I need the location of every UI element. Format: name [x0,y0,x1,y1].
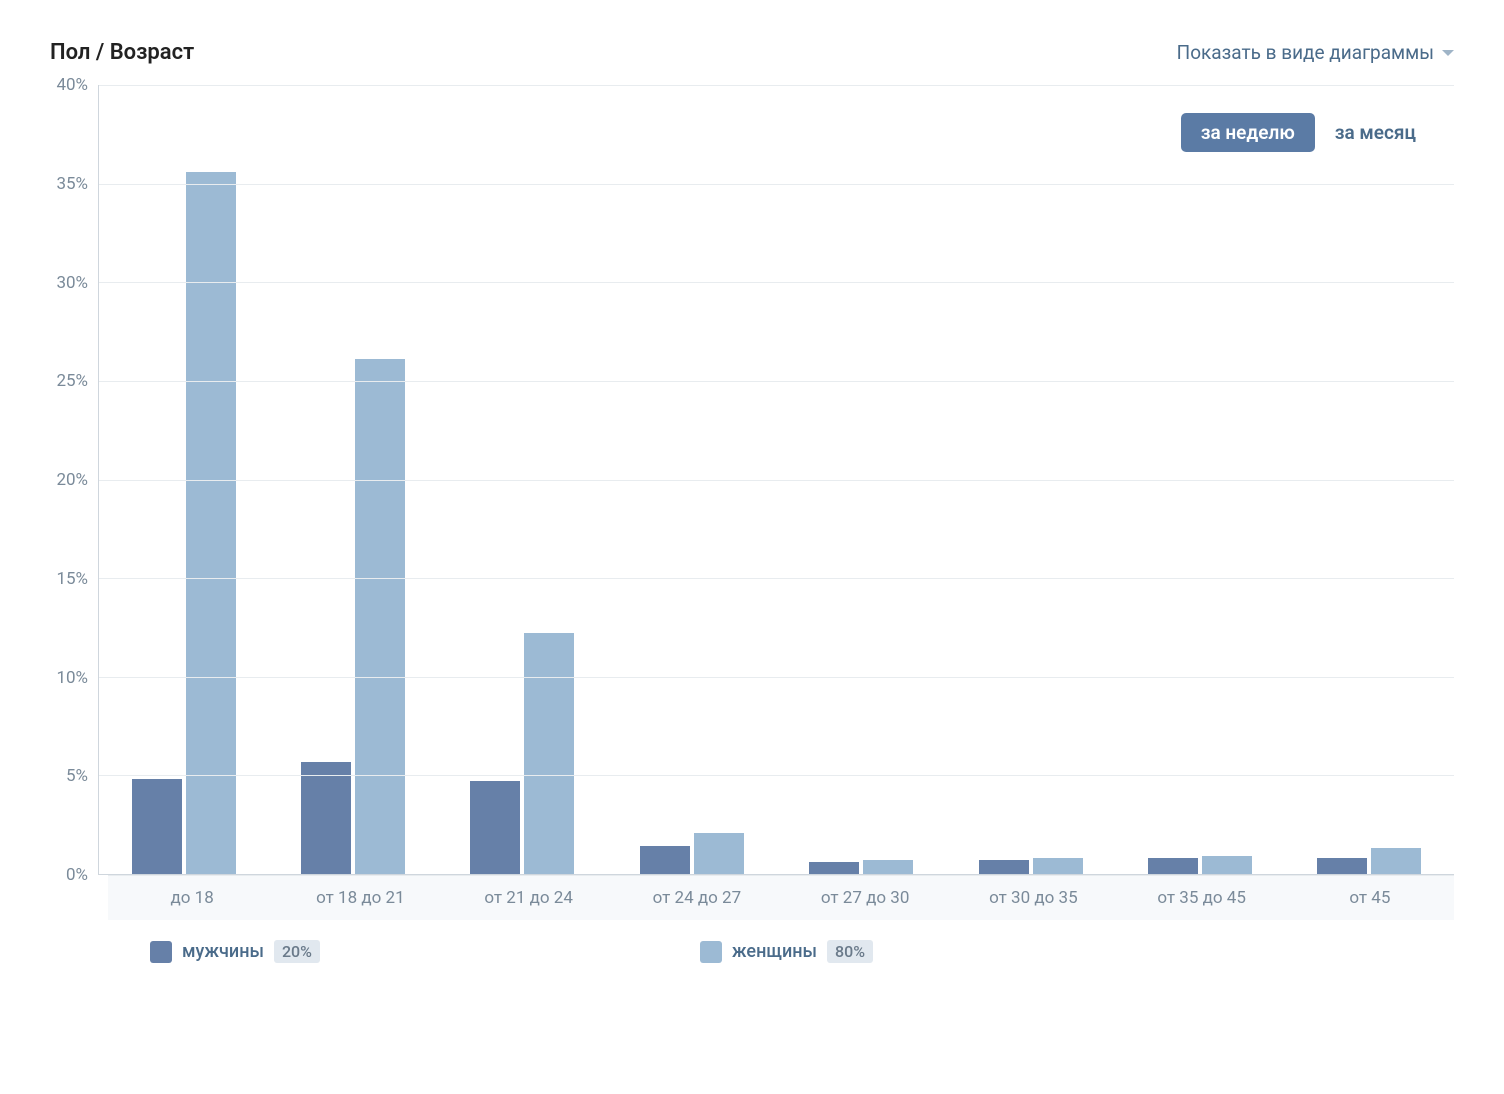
gridline [99,775,1454,776]
x-axis: до 18от 18 до 21от 21 до 24от 24 до 27от… [108,875,1454,920]
plot-area [98,85,1454,875]
bar[interactable] [355,359,405,874]
x-tick-label: от 35 до 45 [1118,876,1286,920]
x-tick-label: от 27 до 30 [781,876,949,920]
view-mode-toggle[interactable]: Показать в виде диаграммы [1177,41,1454,64]
bar[interactable] [694,833,744,874]
bar[interactable] [301,762,351,874]
bar[interactable] [1202,856,1252,874]
legend-badge-female: 80% [827,940,873,963]
bar[interactable] [132,779,182,874]
legend-item-male[interactable]: мужчины 20% [150,940,320,963]
legend-item-female[interactable]: женщины 80% [700,940,873,963]
legend-swatch-male [150,941,172,963]
tab-month[interactable]: за месяц [1315,113,1436,152]
tab-week[interactable]: за неделю [1181,113,1315,152]
period-tabs: за неделю за месяц [1181,113,1436,152]
gridline [99,282,1454,283]
bar[interactable] [1371,848,1421,874]
x-tick-label: до 18 [108,876,276,920]
view-mode-label: Показать в виде диаграммы [1177,41,1434,64]
legend: мужчины 20% женщины 80% [150,940,1454,963]
bar[interactable] [1033,858,1083,874]
bar[interactable] [470,781,520,874]
gridline [99,578,1454,579]
x-tick-label: от 30 до 35 [949,876,1117,920]
legend-swatch-female [700,941,722,963]
chart-title: Пол / Возраст [50,40,194,65]
x-tick-label: от 21 до 24 [445,876,613,920]
bar[interactable] [640,846,690,874]
bar[interactable] [1148,858,1198,874]
bar[interactable] [186,172,236,874]
bar[interactable] [979,860,1029,874]
bar[interactable] [1317,858,1367,874]
gridline [99,480,1454,481]
chevron-down-icon [1442,50,1454,56]
legend-label-female: женщины [732,941,817,962]
bar[interactable] [524,633,574,874]
legend-badge-male: 20% [274,940,320,963]
gridline [99,677,1454,678]
gridline [99,184,1454,185]
gridline [99,381,1454,382]
gridline [99,85,1454,86]
chart-container: за неделю за месяц 40%35%30%25%20%15%10%… [50,85,1454,963]
x-tick-label: от 18 до 21 [276,876,444,920]
bar[interactable] [809,862,859,874]
bar[interactable] [863,860,913,874]
legend-label-male: мужчины [182,941,264,962]
x-tick-label: от 24 до 27 [613,876,781,920]
x-tick-label: от 45 [1286,876,1454,920]
chart-body: 40%35%30%25%20%15%10%5%0% [50,85,1454,875]
y-axis: 40%35%30%25%20%15%10%5%0% [50,85,98,875]
